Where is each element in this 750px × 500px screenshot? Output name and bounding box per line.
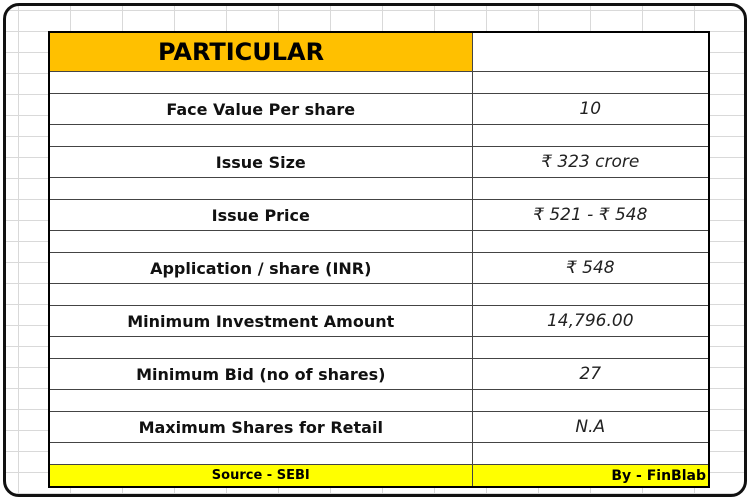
spacer-row [48,442,710,465]
row-value-face-value[interactable]: 10 [471,93,710,125]
table-row: Minimum Bid (no of shares) 27 [48,358,710,390]
table-row: Maximum Shares for Retail N.A [48,411,710,443]
row-label-issue-price[interactable]: Issue Price [48,199,473,231]
spacer-cell[interactable] [48,442,473,465]
row-label-max-shares-retail[interactable]: Maximum Shares for Retail [48,411,473,443]
header-label-cell[interactable]: PARTICULAR [48,31,473,72]
ipo-details-table: PARTICULAR Face Value Per share 10 Issue… [48,31,710,488]
spacer-row [48,336,710,359]
row-label-min-bid[interactable]: Minimum Bid (no of shares) [48,358,473,390]
table-row: Issue Size ₹ 323 crore [48,146,710,178]
image-frame: PARTICULAR Face Value Per share 10 Issue… [3,3,747,497]
spacer-cell[interactable] [471,71,710,94]
table-row: Application / share (INR) ₹ 548 [48,252,710,284]
spacer-cell[interactable] [471,389,710,412]
row-value-issue-price[interactable]: ₹ 521 - ₹ 548 [471,199,710,231]
row-value-min-bid[interactable]: 27 [471,358,710,390]
row-label-application-share[interactable]: Application / share (INR) [48,252,473,284]
spacer-cell[interactable] [471,177,710,200]
spacer-row [48,230,710,253]
spacer-cell[interactable] [48,283,473,306]
spacer-row [48,71,710,94]
row-label-issue-size[interactable]: Issue Size [48,146,473,178]
row-label-min-investment[interactable]: Minimum Investment Amount [48,305,473,337]
spacer-cell[interactable] [471,336,710,359]
table-row: Issue Price ₹ 521 - ₹ 548 [48,199,710,231]
spacer-row [48,389,710,412]
footer-credit-cell[interactable]: By - FinBlab [471,464,710,488]
row-value-issue-size[interactable]: ₹ 323 crore [471,146,710,178]
header-value-cell[interactable] [471,31,710,72]
spacer-cell[interactable] [471,230,710,253]
spacer-cell[interactable] [48,124,473,147]
row-value-application-share[interactable]: ₹ 548 [471,252,710,284]
table-footer-row: Source - SEBI By - FinBlab [48,464,710,488]
row-value-min-investment[interactable]: 14,796.00 [471,305,710,337]
spacer-cell[interactable] [48,177,473,200]
row-label-face-value[interactable]: Face Value Per share [48,93,473,125]
table-header-row: PARTICULAR [48,31,710,72]
spacer-cell[interactable] [471,442,710,465]
table-row: Minimum Investment Amount 14,796.00 [48,305,710,337]
spacer-row [48,177,710,200]
spacer-cell[interactable] [48,71,473,94]
row-value-max-shares-retail[interactable]: N.A [471,411,710,443]
spacer-cell[interactable] [48,230,473,253]
spacer-row [48,124,710,147]
spacer-cell[interactable] [48,336,473,359]
footer-source-cell[interactable]: Source - SEBI [48,464,473,488]
spacer-cell[interactable] [471,124,710,147]
spacer-cell[interactable] [471,283,710,306]
spacer-row [48,283,710,306]
table-row: Face Value Per share 10 [48,93,710,125]
spacer-cell[interactable] [48,389,473,412]
